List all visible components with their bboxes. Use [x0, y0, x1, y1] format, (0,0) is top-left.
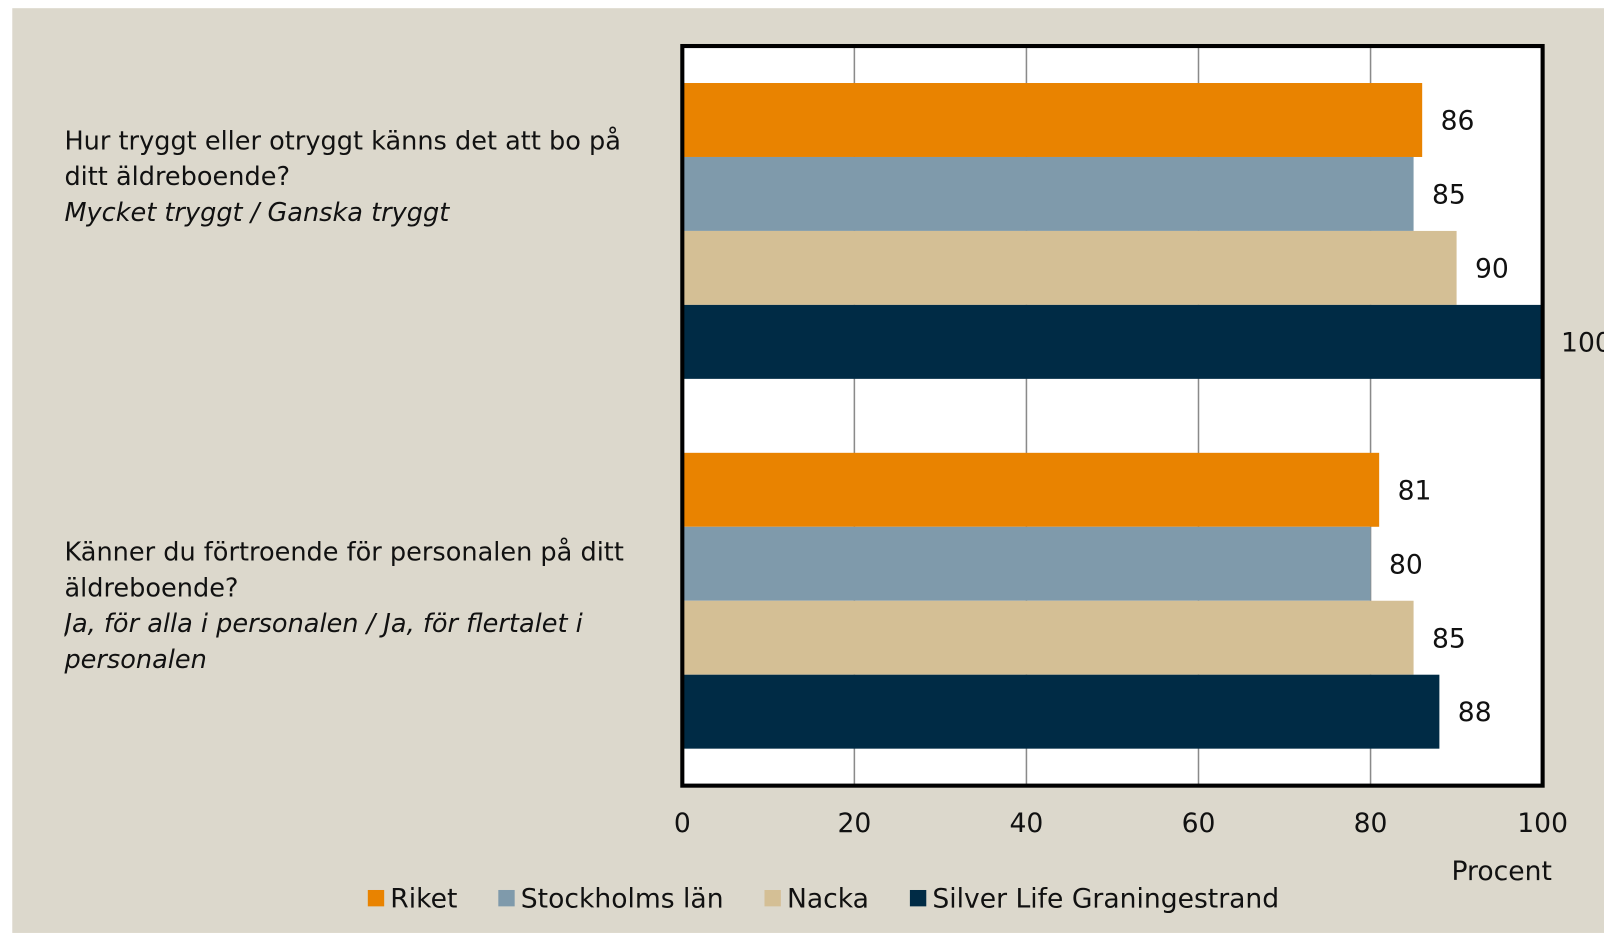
bar [682, 230, 1457, 305]
x-tick-label: 20 [837, 808, 871, 839]
legend-swatch [367, 889, 385, 907]
category-label: Hur tryggt eller otryggt känns det att b… [64, 123, 668, 230]
category-label: Känner du förtroende för personalen på d… [64, 533, 668, 676]
category-question: Känner du förtroende för personalen på d… [64, 536, 624, 603]
legend-swatch [498, 889, 515, 907]
x-tick-label: 0 [674, 808, 691, 839]
x-axis-label: Procent [1452, 856, 1552, 887]
legend-swatch [909, 889, 927, 907]
x-tick-label: 60 [1182, 808, 1216, 839]
bar [682, 156, 1414, 231]
x-tick-label: 40 [1010, 808, 1044, 839]
legend-label: Stockholms län [521, 884, 724, 915]
legend-label: Silver Life Graningestrand [932, 884, 1279, 915]
value-label: 100 [1561, 327, 1604, 358]
category-text: Hur tryggt eller otryggt känns det att b… [64, 123, 668, 230]
legend-label: Nacka [787, 884, 869, 915]
category-note: Mycket tryggt / Ganska tryggt [64, 197, 450, 228]
legend-label: Riket [390, 884, 457, 915]
bar [682, 304, 1543, 379]
category-text: Känner du förtroende för personalen på d… [64, 533, 668, 676]
value-label: 90 [1475, 253, 1509, 284]
value-label: 80 [1389, 549, 1423, 580]
bar [682, 83, 1423, 157]
x-tick-label: 100 [1517, 808, 1568, 839]
category-question: Hur tryggt eller otryggt känns det att b… [64, 125, 621, 192]
value-label: 85 [1432, 180, 1466, 211]
plot-border [680, 43, 1545, 788]
value-label: 88 [1458, 697, 1492, 728]
bar [682, 600, 1414, 675]
value-label: 81 [1398, 475, 1432, 506]
category-note: Ja, för alla i personalen / Ja, för fler… [64, 608, 583, 674]
bar [682, 526, 1371, 601]
legend-swatch [764, 889, 781, 907]
value-label: 86 [1441, 106, 1475, 137]
x-tick-label: 80 [1354, 808, 1388, 839]
bar [682, 452, 1380, 527]
value-label: 85 [1432, 623, 1466, 654]
bar [682, 674, 1440, 749]
